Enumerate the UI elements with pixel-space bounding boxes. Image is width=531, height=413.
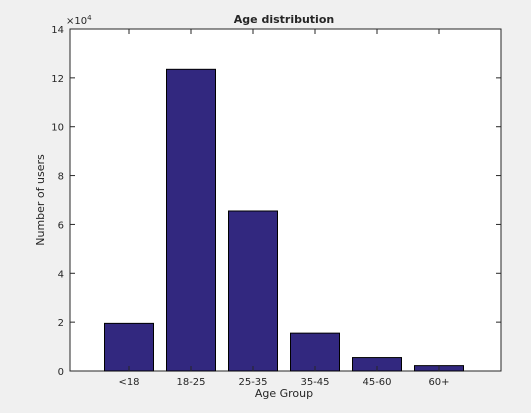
bar: [290, 332, 340, 372]
x-tick-label: 45-60: [362, 377, 391, 388]
bars-group: [104, 68, 464, 372]
y-tick-label: 6: [58, 220, 64, 231]
svg-text:×104: ×104: [66, 14, 92, 27]
x-axis-label: Age Group: [255, 387, 313, 400]
y-axis-label: Number of users: [34, 154, 47, 246]
x-tick-label: 35-45: [300, 377, 329, 388]
y-tick-label: 14: [51, 25, 64, 36]
bar: [104, 322, 154, 372]
plot-area: [69, 28, 502, 372]
bar: [166, 68, 216, 372]
y-tick-label: 12: [51, 74, 64, 85]
x-tick-label: 60+: [428, 377, 449, 388]
y-multiplier-exponent: 4: [87, 14, 92, 22]
x-tick-label: <18: [118, 377, 139, 388]
chart-title: Age distribution: [234, 13, 334, 26]
x-axis-ticks: <18 18-25 25-35 35-45 45-60 60+: [118, 29, 450, 388]
y-tick-label: 10: [51, 123, 64, 134]
y-tick-label: 2: [58, 318, 64, 329]
y-axis-multiplier: ×104: [66, 14, 92, 27]
x-tick-label: 25-35: [238, 377, 267, 388]
y-tick-label: 0: [58, 367, 64, 378]
y-tick-label: 4: [58, 269, 64, 280]
y-multiplier-base: ×10: [66, 16, 87, 27]
y-axis-ticks: 0 2 4 6 8 10 12 14: [51, 25, 501, 378]
x-tick-label: 18-25: [176, 377, 205, 388]
bar: [228, 210, 278, 372]
y-tick-label: 8: [58, 172, 64, 183]
